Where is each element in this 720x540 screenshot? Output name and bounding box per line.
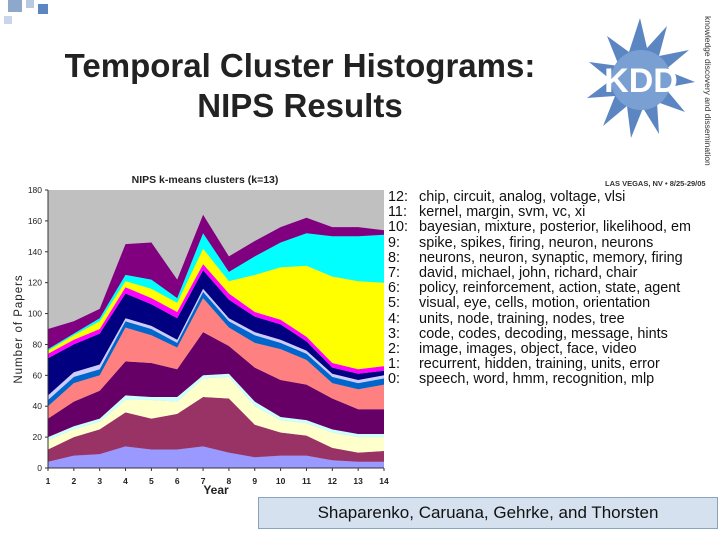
legend-cluster-words: policy, reinforcement, action, state, ag… [419, 280, 681, 297]
legend-cluster-number: 8: [388, 249, 401, 266]
logo-caption: LAS VEGAS, NV • 8/25-29/05 [605, 179, 706, 188]
legend-item: 7: david, michael, john, richard, chair [388, 265, 718, 282]
starburst-icon [587, 18, 695, 138]
x-tick-label: 8 [227, 476, 232, 486]
legend-item: 12: chip, circuit, analog, voltage, vlsi [388, 189, 718, 205]
legend-cluster-number: 11: [388, 204, 407, 221]
legend-cluster-words: code, codes, decoding, message, hints [419, 325, 668, 342]
decorative-square [38, 4, 48, 14]
decorative-square [8, 0, 22, 12]
x-tick-label: 6 [175, 476, 180, 486]
legend-cluster-number: 10: [388, 219, 409, 236]
legend-cluster-number: 6: [388, 280, 401, 297]
x-tick-label: 13 [353, 476, 363, 486]
y-tick-label: 0 [37, 463, 42, 473]
y-axis-label: Number of Papers [13, 274, 25, 383]
logo-side-text: knowledge discovery and dissemination [703, 16, 713, 166]
cluster-legend: 12: chip, circuit, analog, voltage, vlsi 1… [388, 189, 718, 388]
legend-cluster-number: 0: [388, 371, 401, 388]
legend-cluster-number: 12: [388, 189, 409, 205]
area-series-cluster-11 [48, 233, 384, 351]
legend-item: 4: units, node, training, nodes, tree [388, 310, 718, 327]
legend-cluster-words: chip, circuit, analog, voltage, vlsi [419, 189, 626, 205]
legend-cluster-words: kernel, margin, svm, vc, xi [419, 204, 586, 221]
x-tick-label: 2 [71, 476, 76, 486]
legend-item: 11: kernel, margin, svm, vc, xi [388, 205, 718, 220]
x-tick-label: 5 [149, 476, 154, 486]
y-tick-label: 80 [33, 339, 43, 349]
x-axis-label: Year [203, 483, 229, 497]
legend-item: 0: speech, word, hmm, recognition, mlp [388, 372, 718, 387]
x-tick-label: 14 [379, 476, 389, 486]
legend-cluster-words: recurrent, hidden, training, units, erro… [419, 356, 660, 373]
legend-cluster-number: 5: [388, 295, 401, 312]
logo-text: KDD [604, 62, 678, 100]
slide-title: Temporal Cluster Histograms: NIPS Result… [0, 46, 600, 126]
legend-item: 5: visual, eye, cells, motion, orientatio… [388, 296, 718, 311]
legend-cluster-number: 2: [388, 341, 401, 358]
y-tick-label: 40 [33, 401, 43, 411]
x-tick-label: 7 [201, 476, 206, 486]
legend-cluster-number: 4: [388, 310, 401, 327]
legend-cluster-words: image, images, object, face, video [419, 341, 637, 358]
y-tick-label: 100 [28, 309, 42, 319]
legend-item: 2: image, images, object, face, video [388, 341, 718, 358]
decorative-square [26, 0, 34, 8]
legend-cluster-words: speech, word, hmm, recognition, mlp [419, 371, 655, 388]
area-series-cluster-12 [48, 214, 384, 350]
x-tick-label: 3 [97, 476, 102, 486]
y-tick-label: 160 [28, 216, 42, 226]
area-series-cluster-1 [48, 397, 384, 462]
legend-item: 9: spike, spikes, firing, neuron, neurons [388, 234, 718, 251]
area-series-cluster-10 [48, 248, 384, 370]
legend-cluster-words: david, michael, john, richard, chair [419, 265, 638, 282]
authors-box: Shaparenko, Caruana, Gehrke, and Thorste… [258, 497, 718, 529]
legend-item: 10: bayesian, mixture, posterior, likelih… [388, 220, 718, 235]
area-series-cluster-9 [48, 264, 384, 374]
x-tick-label: 12 [328, 476, 338, 486]
x-tick-label: 11 [302, 476, 311, 486]
legend-cluster-words: neurons, neuron, synaptic, memory, firin… [419, 249, 683, 266]
y-tick-label: 60 [33, 370, 43, 380]
area-series-cluster-8 [48, 270, 384, 396]
legend-item: 6: policy, reinforcement, action, state, … [388, 281, 718, 296]
legend-cluster-words: bayesian, mixture, posterior, likelihood… [419, 219, 691, 236]
y-tick-label: 120 [28, 278, 42, 288]
legend-item: 1: recurrent, hidden, training, units, er… [388, 357, 718, 372]
x-tick-label: 4 [123, 476, 128, 486]
title-line-2: NIPS Results [197, 87, 403, 124]
legend-cluster-words: units, node, training, nodes, tree [419, 310, 625, 327]
area-series-cluster-3 [48, 373, 384, 441]
legend-item: 3: code, codes, decoding, message, hints [388, 325, 718, 342]
y-tick-label: 20 [33, 432, 43, 442]
decorative-square [4, 16, 12, 24]
legend-cluster-words: visual, eye, cells, motion, orientation [419, 295, 651, 312]
legend-cluster-words: spike, spikes, firing, neuron, neurons [419, 234, 654, 251]
title-line-1: Temporal Cluster Histograms: [64, 47, 536, 84]
area-series-cluster-0 [48, 446, 384, 468]
kdd-logo: KDD knowledge discovery and disseminatio… [587, 16, 713, 188]
area-series-group [48, 214, 384, 468]
area-series-cluster-5 [48, 298, 384, 419]
legend-cluster-number: 7: [388, 265, 401, 282]
stacked-area-chart: NIPS k-means clusters (k=13) 0 20 40 60 80 10… [13, 174, 389, 497]
area-series-cluster-4 [48, 332, 384, 438]
y-tick-label: 140 [28, 247, 42, 257]
x-tick-label: 1 [46, 476, 51, 486]
legend-cluster-number: 3: [388, 325, 401, 342]
legend-cluster-number: 1: [388, 356, 401, 373]
chart-container: NIPS k-means clusters (k=13) 0 20 40 60 80 10… [0, 170, 392, 500]
y-tick-label: 180 [28, 185, 42, 195]
area-series-cluster-2 [48, 376, 384, 453]
x-tick-label: 10 [276, 476, 286, 486]
legend-cluster-number: 9: [388, 234, 401, 251]
legend-item: 8: neurons, neuron, synaptic, memory, fir… [388, 249, 718, 266]
x-tick-label: 9 [252, 476, 257, 486]
chart-title: NIPS k-means clusters (k=13) [132, 174, 279, 186]
